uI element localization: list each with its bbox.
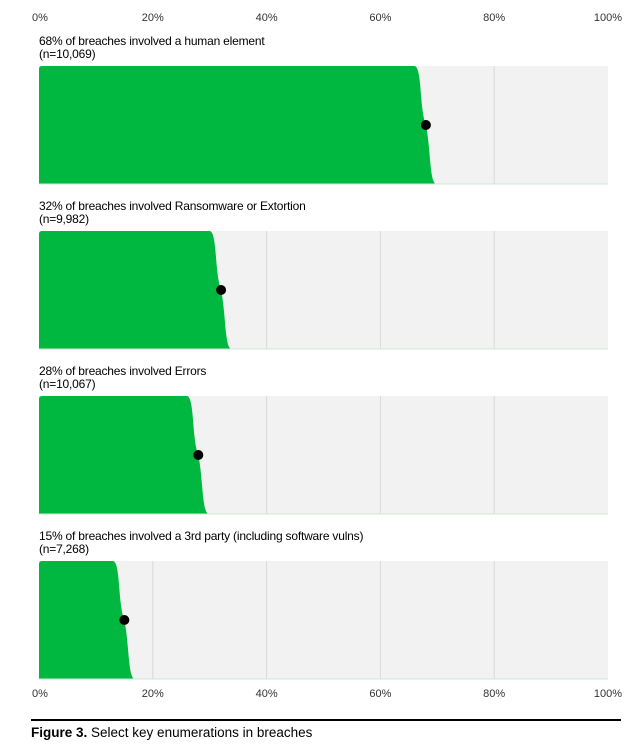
point-estimate (119, 615, 130, 625)
bottom-tick-label: 0% (32, 688, 48, 700)
chart-panels: 68% of breaches involved a human element… (39, 34, 608, 680)
chart: 0% 20% 40% 60% 80% 100% 68% of breaches invol… (32, 12, 622, 700)
caption-text: Select key enumerations in breaches (91, 725, 313, 740)
bottom-tick-label: 80% (483, 688, 505, 700)
panel-title: 15% of breaches involved a 3rd party (in… (39, 529, 363, 543)
panel-title: 32% of breaches involved Ransomware or E… (39, 199, 306, 213)
top-axis-ticks: 0% 20% 40% 60% 80% 100% (32, 12, 622, 24)
top-tick-label: 100% (594, 12, 622, 24)
bottom-axis-ticks: 0% 20% 40% 60% 80% 100% (32, 688, 622, 700)
panel: 28% of breaches involved Errors(n=10,067… (39, 364, 608, 515)
top-tick-label: 60% (369, 12, 391, 24)
panel-title: 68% of breaches involved a human element (39, 34, 265, 48)
bottom-tick-label: 60% (369, 688, 391, 700)
panel-sample-size: (n=10,067) (39, 377, 96, 391)
point-estimate (420, 120, 431, 130)
panel: 68% of breaches involved a human element… (39, 34, 608, 185)
panel-sample-size: (n=7,268) (39, 542, 89, 556)
area-fill (39, 396, 209, 514)
top-tick-label: 40% (256, 12, 278, 24)
figure-caption: Figure 3. Select key enumerations in bre… (31, 719, 621, 740)
area-fill (39, 231, 231, 349)
panel: 15% of breaches involved a 3rd party (in… (39, 529, 608, 680)
panel: 32% of breaches involved Ransomware or E… (39, 199, 608, 350)
bottom-tick-label: 20% (142, 688, 164, 700)
bottom-tick-label: 40% (256, 688, 278, 700)
point-estimate (193, 450, 204, 460)
panel-sample-size: (n=9,982) (39, 212, 89, 226)
area-fill (39, 66, 436, 184)
panel-title: 28% of breaches involved Errors (39, 364, 206, 378)
bottom-tick-label: 100% (594, 688, 622, 700)
panel-background (39, 561, 608, 679)
top-tick-label: 0% (32, 12, 48, 24)
area-fill (39, 561, 135, 679)
point-estimate (216, 285, 227, 295)
panel-sample-size: (n=10,069) (39, 47, 96, 61)
caption-label: Figure 3. (31, 725, 88, 740)
top-tick-label: 80% (483, 12, 505, 24)
top-tick-label: 20% (142, 12, 164, 24)
